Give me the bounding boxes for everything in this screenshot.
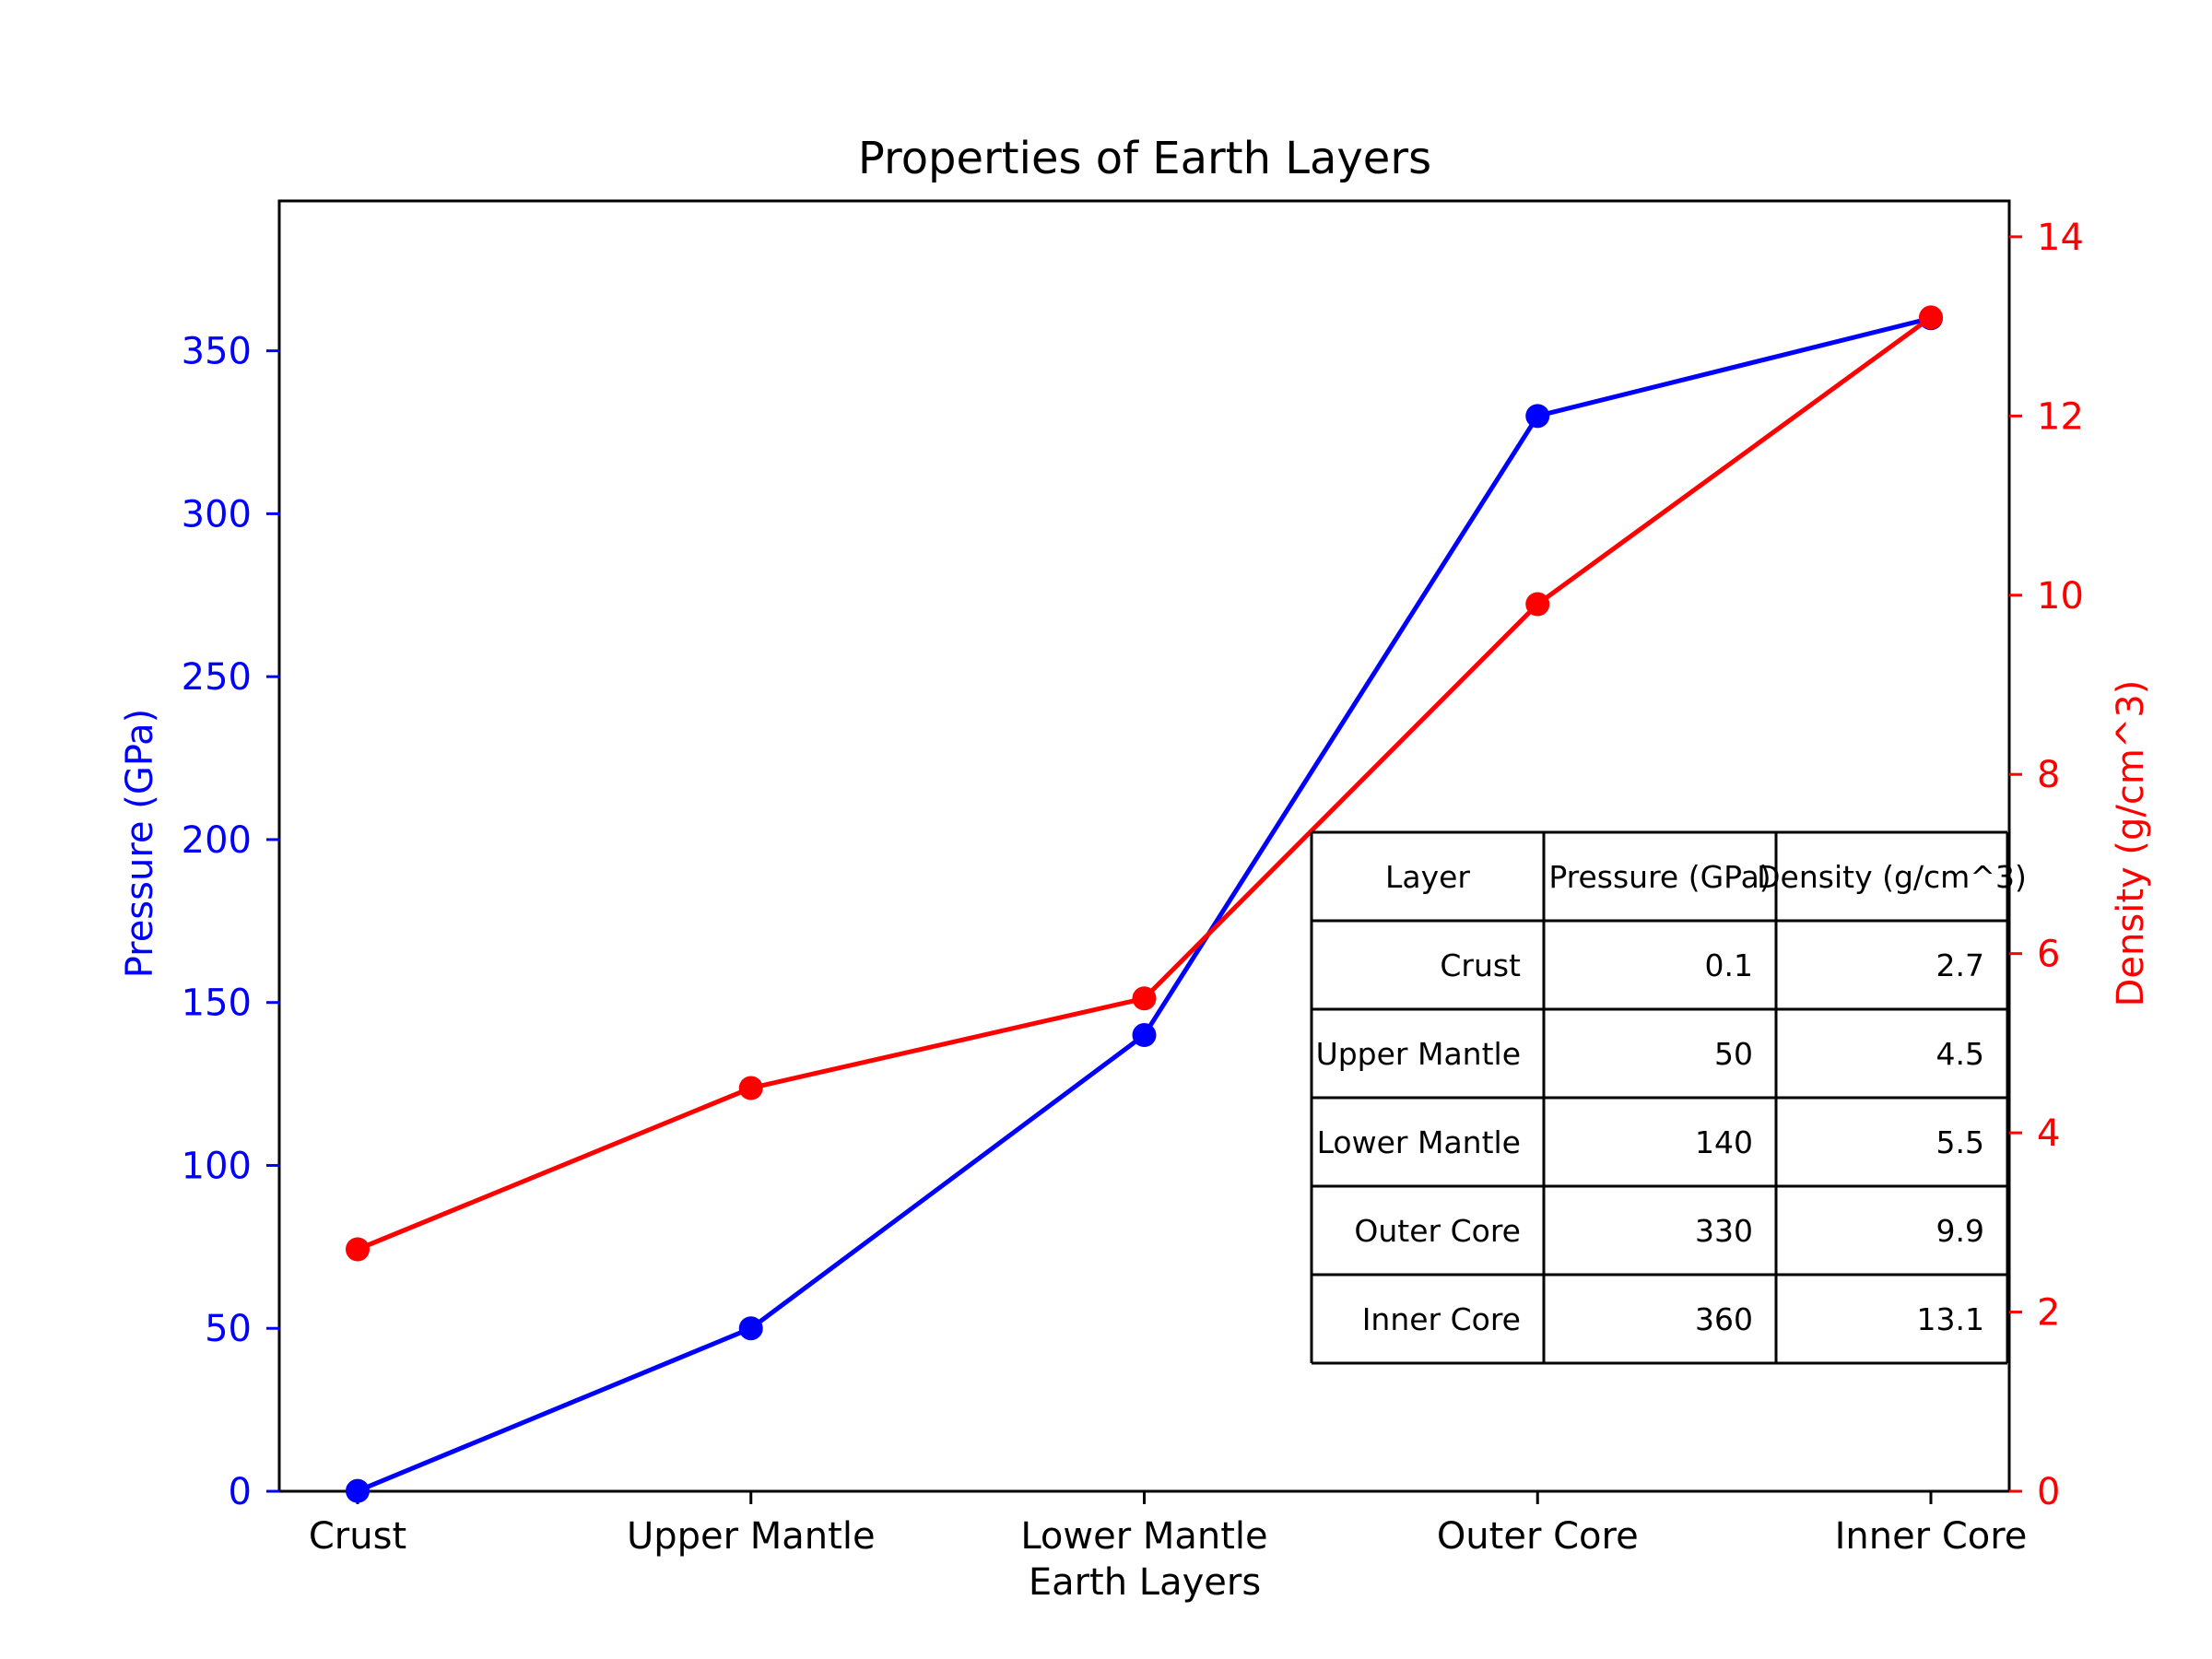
table-cell: 4.5 xyxy=(1936,1036,1984,1072)
y-right-tick-label: 8 xyxy=(2037,754,2060,796)
data-point xyxy=(1525,592,1550,617)
table-cell: Inner Core xyxy=(1362,1301,1521,1337)
x-tick-label: Inner Core xyxy=(1835,1515,2028,1558)
table-cell: 50 xyxy=(1714,1036,1753,1072)
y-left-tick-label: 300 xyxy=(182,493,252,535)
data-point xyxy=(1132,986,1157,1011)
table-cell: Outer Core xyxy=(1354,1213,1521,1249)
y-right-tick-label: 2 xyxy=(2037,1292,2060,1335)
data-point xyxy=(1525,404,1550,429)
table-cell: Lower Mantle xyxy=(1317,1124,1521,1160)
table-cell: 5.5 xyxy=(1936,1124,1984,1160)
y-left-tick-label: 50 xyxy=(205,1308,252,1350)
y-right-tick-label: 4 xyxy=(2037,1112,2060,1155)
data-point xyxy=(738,1076,763,1100)
data-point xyxy=(738,1316,763,1341)
y-right-tick-label: 10 xyxy=(2037,575,2084,618)
y-axis-left-label: Pressure (GPa) xyxy=(119,709,161,979)
table-cell: Upper Mantle xyxy=(1316,1036,1521,1072)
data-point xyxy=(1919,305,1943,330)
table-cell: 360 xyxy=(1695,1301,1753,1337)
table-cell: 140 xyxy=(1695,1124,1753,1160)
y-right-tick-label: 12 xyxy=(2037,395,2084,438)
x-tick-label: Lower Mantle xyxy=(1020,1515,1267,1558)
y-left-tick-label: 100 xyxy=(182,1145,252,1187)
table-header-cell: Layer xyxy=(1385,859,1470,895)
table-header-cell: Density (g/cm^3) xyxy=(1757,859,2027,895)
chart-title: Properties of Earth Layers xyxy=(858,133,1431,184)
y-left-tick-label: 0 xyxy=(229,1471,252,1513)
x-tick-label: Upper Mantle xyxy=(627,1515,876,1558)
data-point xyxy=(346,1237,370,1262)
y-right-tick-label: 14 xyxy=(2037,217,2084,259)
y-left-tick-label: 200 xyxy=(182,819,252,862)
y-right-tick-label: 6 xyxy=(2037,934,2060,976)
table-cell: 9.9 xyxy=(1936,1213,1984,1249)
x-tick-label: Outer Core xyxy=(1437,1515,1639,1558)
table-cell: Crust xyxy=(1440,947,1521,983)
table-cell: 330 xyxy=(1695,1213,1753,1249)
y-right-tick-label: 0 xyxy=(2037,1471,2060,1513)
table-cell: 13.1 xyxy=(1917,1301,1984,1337)
x-tick-label: Crust xyxy=(309,1515,406,1558)
y-axis-right-label: Density (g/cm^3) xyxy=(2110,680,2152,1007)
table-cell: 0.1 xyxy=(1705,947,1753,983)
table-header-cell: Pressure (GPa) xyxy=(1548,859,1771,895)
y-left-tick-label: 150 xyxy=(182,982,252,1025)
data-point xyxy=(346,1478,370,1503)
data-point xyxy=(1132,1023,1157,1048)
x-axis-label: Earth Layers xyxy=(1029,1561,1261,1604)
y-left-tick-label: 350 xyxy=(182,331,252,373)
y-left-tick-label: 250 xyxy=(182,656,252,699)
table-cell: 2.7 xyxy=(1936,947,1984,983)
